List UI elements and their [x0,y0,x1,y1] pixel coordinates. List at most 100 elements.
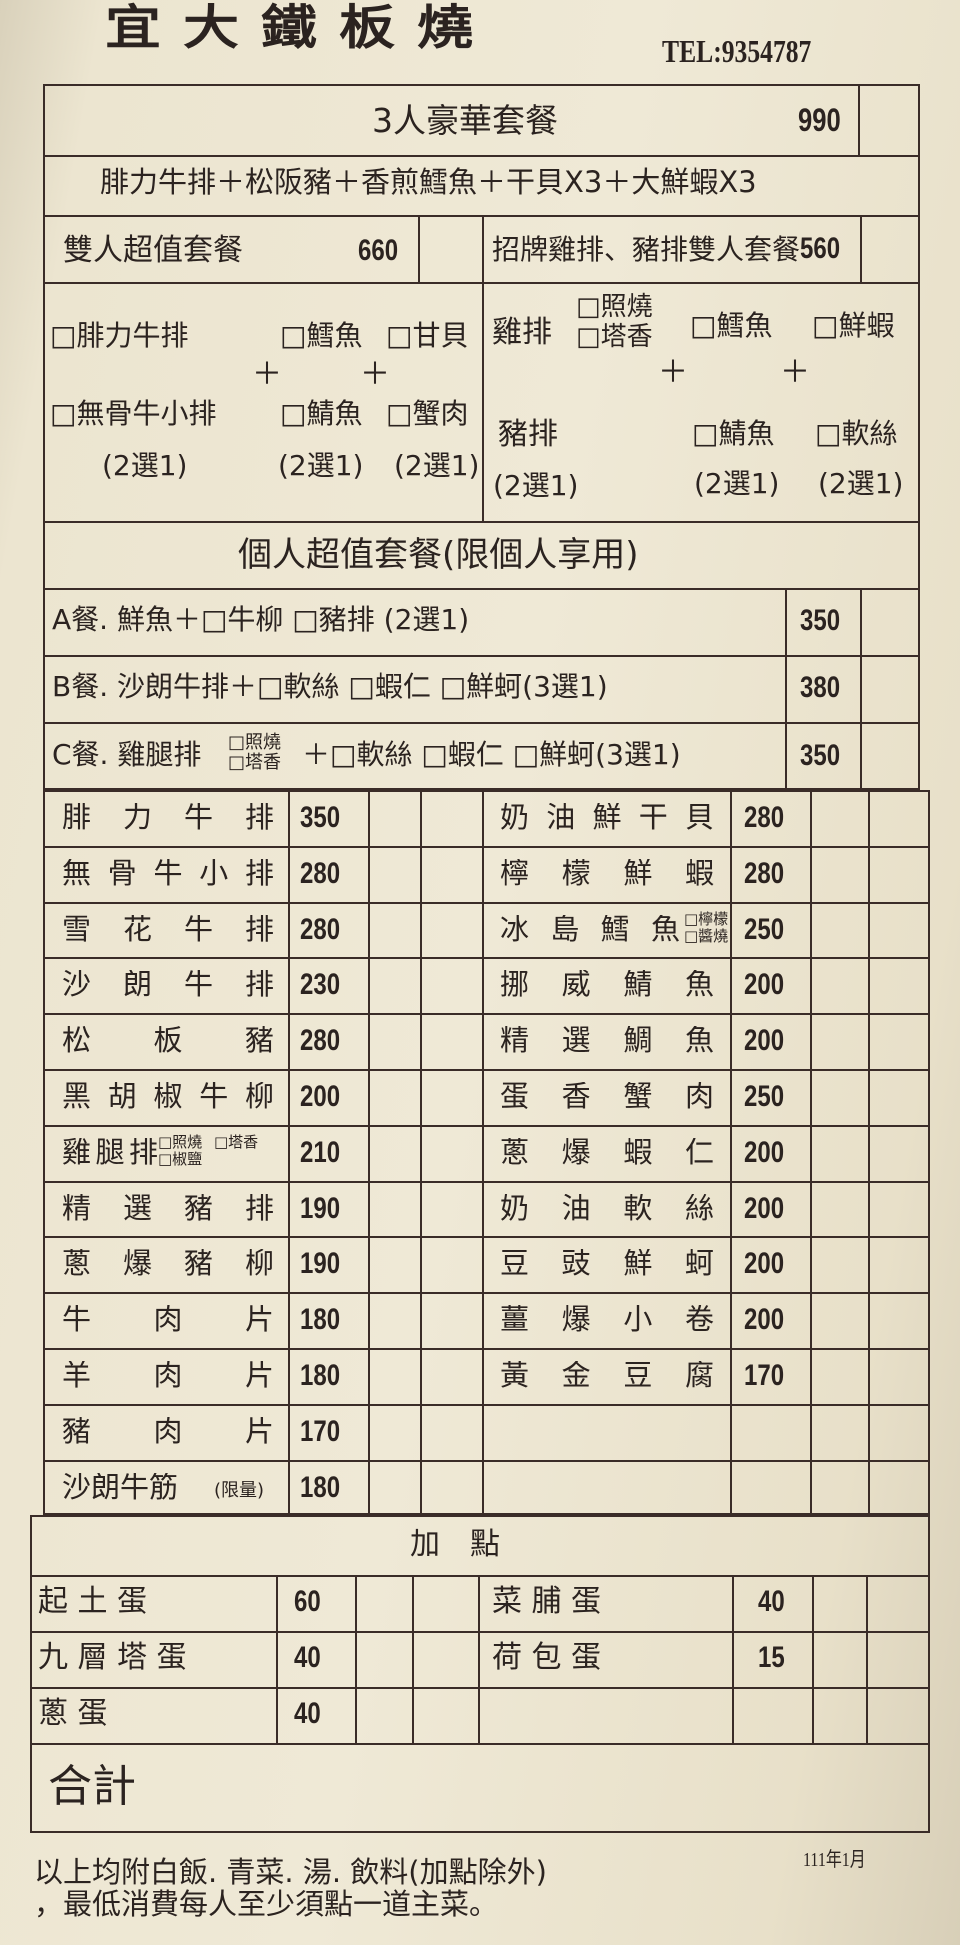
grid-line [420,790,422,1515]
grid-line [732,1575,734,1743]
option-checkbox[interactable]: □鯖魚 [280,397,363,430]
chicken-label: 雞排 [492,315,552,350]
menu-item-price: 280 [300,912,341,946]
choose-note: (2選1) [493,469,579,502]
footer-note-1: 以上均附白飯. 青菜. 湯. 飲料(加點除外) [34,1855,547,1889]
shop-name-logo: 宜大鐵板燒 [105,0,495,57]
menu-item-name: 蔥爆蝦仁 [500,1137,714,1167]
addon-price: 40 [294,1641,321,1674]
limited-note: (限量) [214,1479,265,1501]
menu-item-price: 230 [300,968,341,1002]
set-menu-frame [43,84,920,790]
grid-line [30,1575,930,1577]
grid-line [482,790,484,1515]
addon-price: 15 [758,1641,785,1674]
option-checkbox[interactable]: □鮮蝦 [812,309,895,342]
menu-item-name: 沙朗牛筋 [62,1472,179,1502]
option-checkbox[interactable]: □甘貝 [386,319,469,352]
grid-line [30,1631,930,1633]
choose-note: (2選1) [278,449,364,482]
grid-line [43,1292,930,1295]
menu-item-name: 豬肉片 [62,1416,274,1446]
menu-item-price: 180 [300,1303,341,1337]
option-checkbox: □照燒 [158,1132,203,1151]
addon-price: 60 [294,1585,321,1618]
plus-sign: ＋ [252,357,282,392]
option-checkbox[interactable]: □鯖魚 [692,417,775,450]
set-c-label: C餐. 雞腿排 [52,738,202,771]
menu-item-price: 210 [300,1135,341,1169]
menu-item-name: 檸檬鮮蝦 [500,858,714,888]
grid-line [43,1180,930,1183]
footer-note-2: ，最低消費每人至少須點一道主菜。 [34,1887,499,1921]
addon-name: 荷 包 蛋 [492,1640,602,1675]
addon-price: 40 [294,1697,321,1730]
grid-line [43,1236,930,1239]
grid-line [43,901,930,904]
menu-item-price: 170 [300,1414,341,1448]
addon-name: 菜 脯 蛋 [492,1584,602,1619]
menu-item-name: 蛋香蟹肉 [500,1082,714,1111]
choose-note: (2選1) [394,449,480,482]
grid-line [43,1013,930,1016]
grid-line [478,1575,480,1743]
grid-line [30,1687,930,1689]
grid-line [43,1348,930,1350]
option-checkbox[interactable]: □塔香 [228,752,282,773]
menu-item-name: 薑爆小卷 [500,1305,714,1335]
set-b-label: B餐. 沙朗牛排＋□軟絲 □蝦仁 □鮮蚵(3選1) [52,670,608,703]
menu-item-price: 200 [744,1024,785,1058]
set3-title: 3人豪華套餐 [372,101,558,140]
grid-line [288,790,290,1515]
option-checkbox: □檸檬 [684,909,729,928]
menu-item-name: 奶油軟絲 [500,1193,714,1223]
option-checkbox[interactable]: □腓力牛排 [50,319,189,352]
set2-price: 660 [358,234,399,267]
menu-item-name: 蔥爆豬柳 [62,1249,274,1279]
plus-sign: ＋ [360,357,390,392]
menu-item-price: 180 [300,1359,341,1392]
set-c-price: 350 [800,739,841,772]
addons-title: 加 點 [410,1527,500,1562]
pork-label: 豬排 [498,417,558,452]
grid-line [43,1124,930,1127]
menu-item-price: 250 [744,1080,785,1113]
menu-item-price: 280 [300,1024,341,1058]
menu-item-price: 250 [744,912,785,946]
option-checkbox[interactable]: □蟹肉 [386,397,469,430]
option-checkbox[interactable]: □軟絲 [815,417,898,450]
grid-line [43,1459,930,1462]
grid-line [866,1575,868,1743]
set-c-options: ＋□軟絲 □蝦仁 □鮮蚵(3選1) [302,738,681,771]
option-checkbox[interactable]: □鱈魚 [280,319,363,352]
option-checkbox[interactable]: □鱈魚 [690,309,773,342]
plus-sign: ＋ [658,355,688,390]
addon-name: 蔥 蛋 [38,1696,108,1731]
option-checkbox[interactable]: □照燒 [228,732,282,753]
menu-item-price: 200 [744,1247,785,1281]
menu-item-price: 170 [744,1359,785,1392]
grid-line [43,1069,930,1071]
grid-line [810,790,812,1515]
option-checkbox[interactable]: □無骨牛小排 [50,397,217,430]
set-b-price: 380 [800,671,841,704]
grid-line [355,1575,357,1743]
set-a-label: A餐. 鮮魚＋□牛柳 □豬排 (2選1) [52,603,470,636]
menu-item-name: 黑胡椒牛柳 [62,1082,274,1111]
choose-note: (2選1) [818,467,904,500]
menu-item-price: 190 [300,1191,341,1225]
menu-item-price: 200 [744,1135,785,1169]
addons-frame [30,1515,930,1833]
set-sign-price: 560 [800,232,841,265]
menu-item-name: 黃金豆腐 [500,1361,714,1390]
set3-contents: 腓力牛排＋松阪豬＋香煎鱈魚＋干貝X3＋大鮮蝦X3 [100,165,757,199]
choose-note: (2選1) [102,449,188,482]
set3-price: 990 [798,102,841,138]
menu-item-price: 180 [300,1470,341,1504]
a-la-carte-frame [43,790,930,1515]
option-checkbox[interactable]: □照燒 [576,292,653,322]
menu-item-name: 豆豉鮮蚵 [500,1249,714,1279]
option-checkbox[interactable]: □塔香 [576,322,653,352]
grid-line [30,1743,930,1745]
addon-name: 起 土 蛋 [38,1584,148,1619]
